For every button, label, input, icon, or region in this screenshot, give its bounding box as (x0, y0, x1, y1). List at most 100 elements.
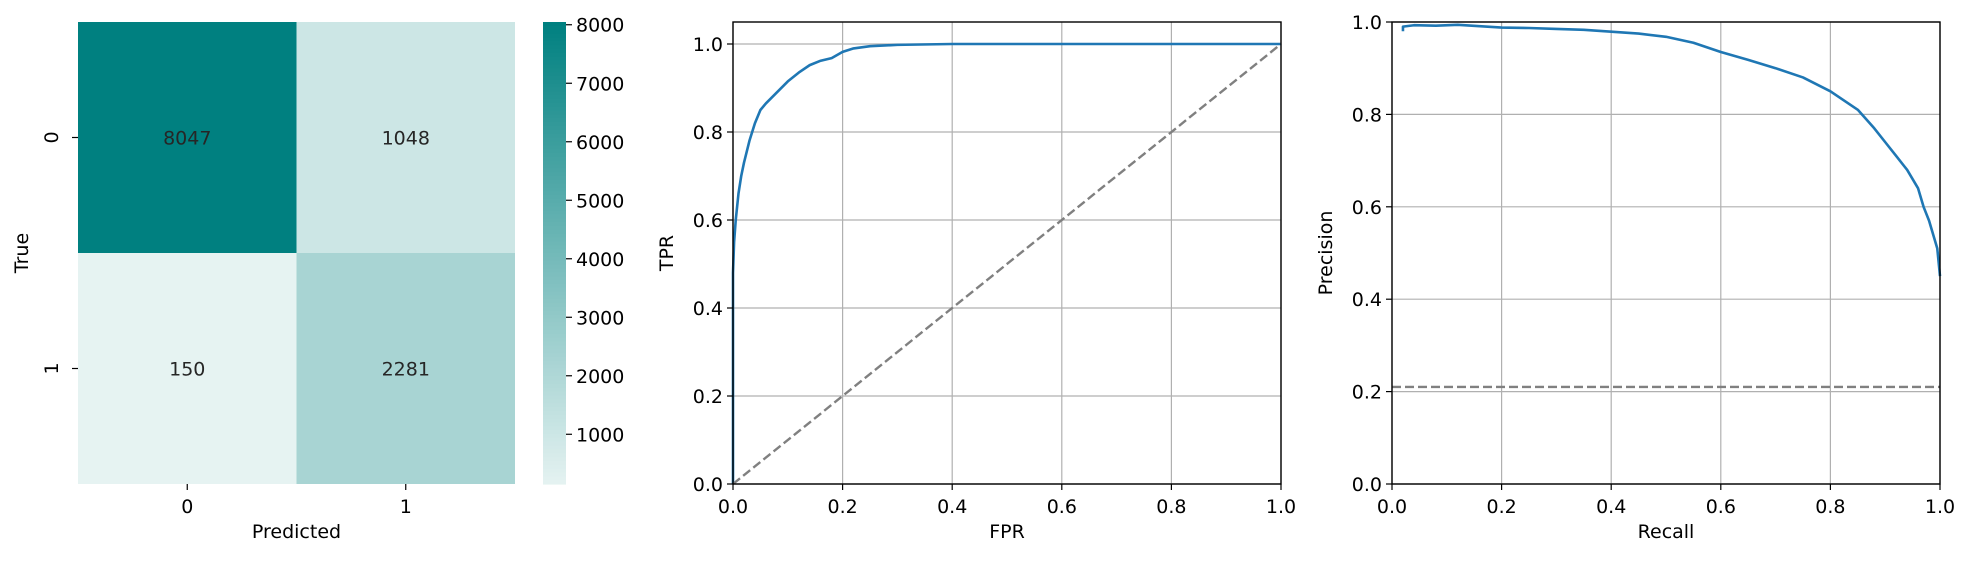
colorbar-segment (543, 480, 566, 485)
colorbar-segment (543, 426, 566, 431)
colorbar-segment (543, 353, 566, 358)
colorbar-segment (543, 122, 566, 127)
colorbar-segment (543, 37, 566, 42)
colorbar-segment (543, 460, 566, 466)
colorbar-segment (543, 457, 566, 462)
colorbar-segment (543, 464, 566, 470)
colorbar-segment (543, 299, 566, 304)
colorbar-segment (543, 418, 566, 423)
colorbar-segment (543, 430, 566, 435)
y-tick-label: 0.0 (693, 474, 723, 496)
colorbar-segment (543, 256, 566, 262)
colorbar-tick-label: 4000 (576, 249, 624, 271)
axes-frame (1391, 21, 1941, 485)
colorbar-segment (543, 60, 566, 65)
colorbar-segment (543, 83, 566, 89)
colorbar-segment (543, 391, 566, 397)
colorbar-segment (543, 264, 566, 269)
y-tick-label: 1.0 (693, 34, 723, 56)
x-tick-label: 0.8 (1156, 496, 1186, 518)
colorbar-segment (543, 260, 566, 266)
colorbar-segment (543, 129, 566, 135)
colorbar-segment (543, 314, 566, 320)
colorbar-tick-label: 7000 (576, 73, 624, 95)
colorbar-segment (543, 407, 566, 412)
heatmap-cell (296, 253, 515, 484)
colorbar-segment (543, 152, 566, 158)
colorbar-segment (543, 87, 566, 92)
x-axis-label: Predicted (252, 521, 341, 543)
colorbar-segment (543, 468, 566, 474)
colorbar-segment (543, 383, 566, 389)
colorbar-segment (543, 326, 566, 331)
colorbar-segment (543, 422, 566, 427)
colorbar-segment (543, 303, 566, 308)
colorbar-segment (543, 268, 566, 273)
colorbar-segment (543, 380, 566, 385)
x-tick-label: 0.6 (1047, 496, 1077, 518)
colorbar-segment (543, 341, 566, 346)
colorbar-segment (543, 176, 566, 181)
y-axis-label: TPR (656, 235, 678, 272)
colorbar-segment (543, 195, 566, 200)
colorbar-segment (543, 241, 566, 246)
x-tick-label: 1.0 (1266, 496, 1296, 518)
x-tick-label: 0.8 (1815, 496, 1845, 518)
colorbar-segment (543, 387, 566, 393)
curve-line (731, 42, 1281, 484)
curve-line (1401, 23, 1942, 277)
y-tick-label: 1.0 (1352, 12, 1382, 34)
colorbar-segment (543, 149, 566, 154)
x-tick-label: 0.2 (1486, 496, 1516, 518)
colorbar-segment (543, 453, 566, 458)
colorbar-segment (543, 156, 566, 162)
axes-frame (732, 21, 1282, 485)
colorbar-segment (543, 333, 566, 339)
colorbar-segment (543, 160, 566, 166)
heatmap-cell (296, 22, 515, 253)
colorbar-segment (543, 360, 566, 366)
colorbar-segment (543, 276, 566, 281)
colorbar-tick-label: 5000 (576, 190, 624, 212)
colorbar-segment (543, 52, 566, 58)
y-tick-label: 0.2 (1352, 382, 1382, 404)
colorbar-segment (543, 187, 566, 192)
colorbar-segment (543, 41, 566, 46)
colorbar-segment (543, 145, 566, 150)
y-tick-label: 0.6 (693, 210, 723, 232)
colorbar-segment (543, 395, 566, 400)
colorbar-segment (543, 237, 566, 243)
colorbar-segment (543, 376, 566, 381)
x-tick-label: 0.4 (1596, 496, 1626, 518)
x-tick-label: 0.6 (1706, 496, 1736, 518)
colorbar-segment (543, 437, 566, 443)
colorbar-segment (543, 99, 566, 104)
colorbar-segment (543, 445, 566, 450)
colorbar-segment (543, 214, 566, 219)
x-tick-label: 0.2 (827, 496, 857, 518)
colorbar-segment (543, 191, 566, 196)
colorbar-segment (543, 199, 566, 204)
y-axis-label: Precision (1315, 211, 1337, 296)
colorbar-segment (543, 337, 566, 343)
colorbar-segment (543, 137, 566, 142)
colorbar-segment (543, 64, 566, 69)
colorbar-segment (543, 441, 566, 447)
cell-value-label: 1048 (382, 128, 430, 150)
colorbar-segment (543, 399, 566, 404)
colorbar-segment (543, 102, 566, 108)
colorbar-tick-label: 3000 (576, 307, 624, 329)
colorbar-segment (543, 233, 566, 239)
colorbar-segment (543, 372, 566, 377)
y-tick-label: 1 (41, 362, 63, 374)
colorbar-segment (543, 222, 566, 227)
cell-value-label: 2281 (382, 359, 430, 381)
y-tick-label: 0.4 (693, 298, 723, 320)
colorbar-segment (543, 133, 566, 139)
colorbar-segment (543, 91, 566, 96)
colorbar-segment (543, 476, 566, 481)
colorbar-segment (543, 433, 566, 439)
y-tick-label: 0.0 (1352, 474, 1382, 496)
y-axis-label: True (11, 233, 33, 274)
